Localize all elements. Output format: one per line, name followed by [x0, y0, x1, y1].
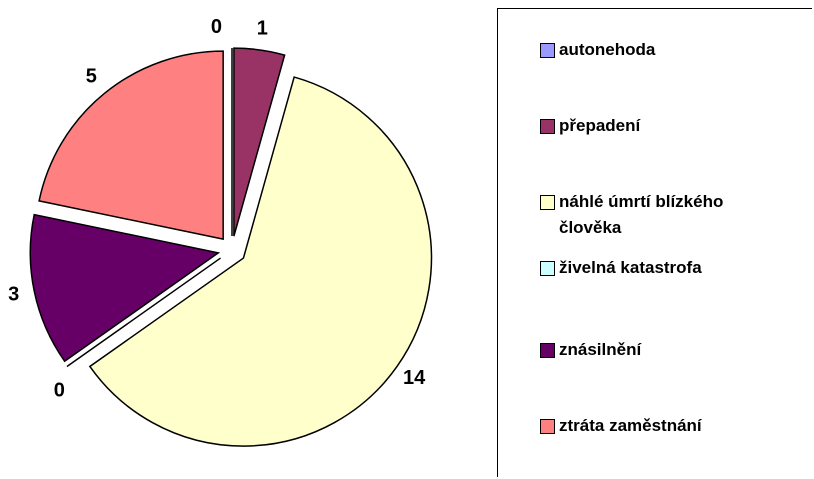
- legend-label: ztráta zaměstnání: [559, 416, 702, 435]
- legend-swatch: [540, 419, 555, 434]
- legend-swatch: [540, 195, 555, 210]
- legend-swatch: [540, 119, 555, 134]
- legend-swatch: [540, 343, 555, 358]
- data-label: 3: [8, 284, 19, 306]
- legend-label: náhlé úmrtí blízkého člověka: [559, 192, 724, 237]
- pie-slice: [233, 47, 286, 237]
- pie-slice: [66, 257, 221, 368]
- legend-label: autonehoda: [559, 40, 656, 59]
- data-label: 0: [54, 379, 65, 401]
- legend-label: znásilnění: [559, 340, 642, 359]
- data-label: 5: [86, 65, 97, 87]
- pie-area: 0 1 14 0 3 5: [8, 16, 433, 447]
- legend-item: živelná katastrofa: [540, 255, 790, 281]
- legend-item: náhlé úmrtí blízkého člověka: [540, 189, 790, 241]
- legend-label: přepadení: [559, 116, 641, 135]
- legend-item: znásilnění: [540, 337, 790, 363]
- pie-slice: [29, 213, 221, 363]
- legend-item: přepadení: [540, 113, 790, 139]
- legend-label: živelná katastrofa: [559, 258, 702, 277]
- legend-item: autonehoda: [540, 37, 790, 63]
- legend: autonehoda přepadení náhlé úmrtí blízkého …: [497, 8, 812, 477]
- legend-swatch: [540, 261, 555, 276]
- legend-swatch: [540, 43, 555, 58]
- data-label: 14: [403, 367, 426, 389]
- pie-slice: [88, 76, 433, 447]
- data-label: 0: [211, 16, 222, 38]
- legend-item: ztráta zaměstnání: [540, 413, 790, 439]
- data-label: 1: [257, 17, 268, 39]
- pie-slice: [38, 50, 224, 241]
